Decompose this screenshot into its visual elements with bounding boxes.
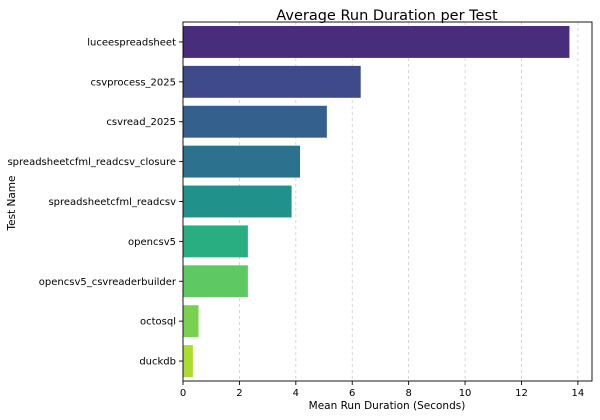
bar-opencsv5 [183,225,248,258]
bar-octosql [183,305,199,338]
y-tick-label: spreadsheetcfml_readcsv [48,197,176,208]
y-tick-label: duckdb [139,357,176,368]
bar-csvprocess-2025 [183,65,361,98]
bar-spreadsheetcfml-readcsv [183,185,292,218]
bar-duckdb [183,345,193,378]
bar-layer [183,25,570,378]
bar-spreadsheetcfml-readcsv-closure [183,145,301,178]
y-tick-label: octosql [140,317,176,328]
x-tick-label: 10 [459,388,472,399]
bar-csvread-2025 [183,105,327,138]
y-axis-label: Test Name [6,176,18,232]
x-tick-label: 0 [180,388,186,399]
axis-layer: 0 2 4 6 8 10 12 14 luceespreadsheet csvprocess_20… [7,37,584,399]
y-tick-label: opencsv5_csvreaderbuilder [39,277,177,288]
bar-opencsv5-csvreaderbuilder [183,265,248,298]
y-tick-label: spreadsheetcfml_readcsv_closure [7,157,176,168]
y-tick-label: luceespreadsheet [87,37,176,48]
y-tick-label: opencsv5 [128,237,176,248]
y-tick-label: csvread_2025 [106,117,176,128]
x-tick-label: 12 [515,388,528,399]
y-tick-label: csvprocess_2025 [90,77,176,88]
chart-title: Average Run Duration per Test [276,8,498,24]
x-tick-label: 6 [349,388,355,399]
x-tick-label: 14 [572,388,585,399]
x-tick-label: 8 [405,388,411,399]
bar-luceespreadsheet [183,25,570,58]
x-tick-label: 4 [293,388,299,399]
x-axis-label: Mean Run Duration (Seconds) [309,400,466,412]
x-tick-label: 2 [236,388,242,399]
